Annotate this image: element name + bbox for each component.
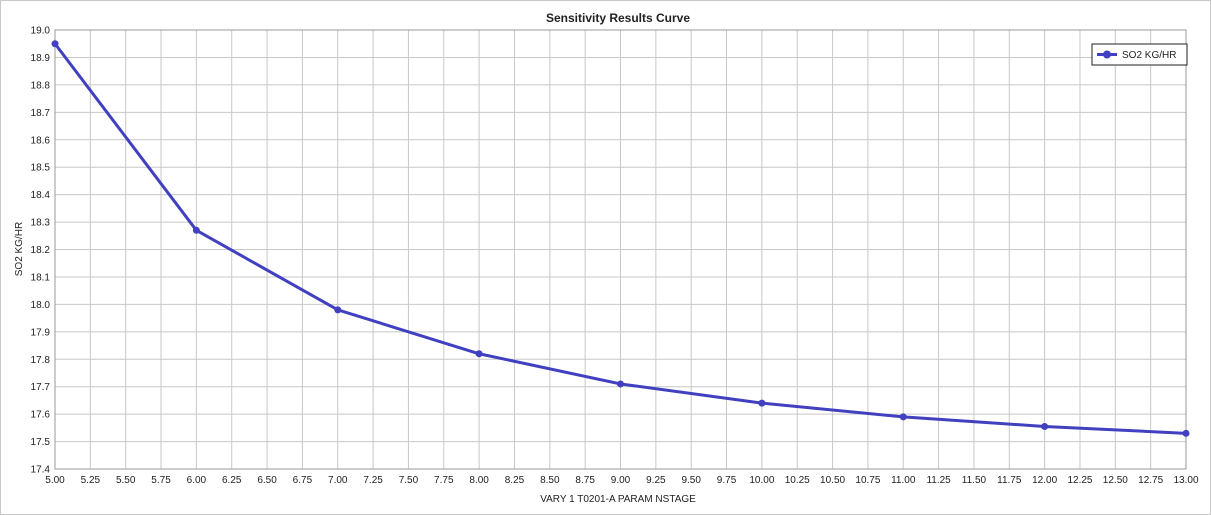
x-tick-label: 9.00 <box>611 475 631 486</box>
x-tick-label: 5.00 <box>45 475 65 486</box>
x-tick-label: 6.00 <box>187 475 207 486</box>
x-tick-label: 11.75 <box>997 475 1022 486</box>
x-tick-label: 10.25 <box>785 475 810 486</box>
x-tick-label: 6.75 <box>293 475 313 486</box>
chart-title: Sensitivity Results Curve <box>546 11 690 25</box>
y-tick-label: 19.0 <box>31 26 51 37</box>
x-tick-label: 8.25 <box>505 475 525 486</box>
data-point <box>758 399 766 407</box>
y-tick-label: 18.0 <box>31 300 51 311</box>
y-tick-label: 18.8 <box>31 80 51 91</box>
data-point <box>617 380 624 388</box>
x-tick-label: 11.00 <box>891 475 916 486</box>
plot-area <box>54 29 1187 470</box>
x-tick-label: 12.75 <box>1138 475 1163 486</box>
y-tick-label: 18.4 <box>31 190 51 201</box>
y-tick-label: 17.5 <box>31 437 51 448</box>
data-point <box>51 40 59 48</box>
y-tick-label: 17.7 <box>31 382 51 393</box>
data-point <box>1182 429 1190 437</box>
x-tick-label: 11.25 <box>926 475 951 486</box>
x-tick-label: 9.50 <box>681 475 701 486</box>
x-tick-label: 10.50 <box>820 475 845 486</box>
x-tick-label: 12.25 <box>1067 475 1092 486</box>
x-tick-label: 9.25 <box>646 475 666 486</box>
y-tick-label: 18.2 <box>31 245 51 256</box>
legend-label: SO2 KG/HR <box>1122 50 1176 61</box>
x-tick-label: 5.50 <box>116 475 136 486</box>
legend-swatch-marker <box>1103 50 1111 59</box>
data-point <box>334 306 342 314</box>
x-tick-label: 5.75 <box>151 475 171 486</box>
legend: SO2 KG/HR <box>1091 43 1188 66</box>
y-tick-label: 18.3 <box>31 218 51 229</box>
x-tick-label: 8.50 <box>540 475 560 486</box>
x-tick-label: 7.00 <box>328 475 348 486</box>
data-point <box>475 350 483 358</box>
y-tick-label: 18.6 <box>31 135 51 146</box>
x-tick-label: 8.75 <box>575 475 595 486</box>
x-tick-label: 5.25 <box>81 475 101 486</box>
x-axis-title: VARY 1 T0201-A PARAM NSTAGE <box>540 494 696 505</box>
data-point <box>1041 422 1049 430</box>
x-tick-label: 8.00 <box>469 475 489 486</box>
y-tick-label: 18.9 <box>31 53 51 64</box>
y-tick-label: 17.8 <box>31 355 51 366</box>
grid <box>54 29 1187 470</box>
x-tick-label: 7.75 <box>434 475 454 486</box>
legend-box <box>1091 43 1188 66</box>
x-tick-label: 12.50 <box>1103 475 1128 486</box>
x-tick-label: 12.00 <box>1032 475 1057 486</box>
x-tick-label: 11.50 <box>962 475 987 486</box>
x-tick-label: 9.75 <box>717 475 737 486</box>
x-tick-label: 6.25 <box>222 475 242 486</box>
x-tick-label: 7.50 <box>399 475 419 486</box>
x-tick-label: 13.00 <box>1173 475 1198 486</box>
x-tick-label: 10.00 <box>749 475 774 486</box>
y-axis-ticks: 17.4 17.5 17.6 17.7 17.8 17.9 18.0 18.1 18.2 18.3… <box>31 26 51 476</box>
data-point <box>192 226 200 234</box>
y-tick-label: 18.7 <box>31 108 51 119</box>
data-point <box>899 413 907 421</box>
x-axis-ticks: 5.00 5.25 5.50 5.75 6.00 6.25 6.50 6.75 7.00 7.25… <box>45 475 1199 486</box>
y-tick-label: 18.1 <box>31 272 51 283</box>
y-tick-label: 17.9 <box>31 327 51 338</box>
y-axis-title: SO2 KG/HR <box>14 222 25 276</box>
series <box>51 40 1190 437</box>
y-tick-label: 17.6 <box>31 410 51 421</box>
y-tick-label: 17.4 <box>31 465 51 476</box>
y-tick-label: 18.5 <box>31 163 51 174</box>
x-tick-label: 6.50 <box>257 475 277 486</box>
x-tick-label: 10.75 <box>855 475 880 486</box>
x-tick-label: 7.25 <box>363 475 383 486</box>
